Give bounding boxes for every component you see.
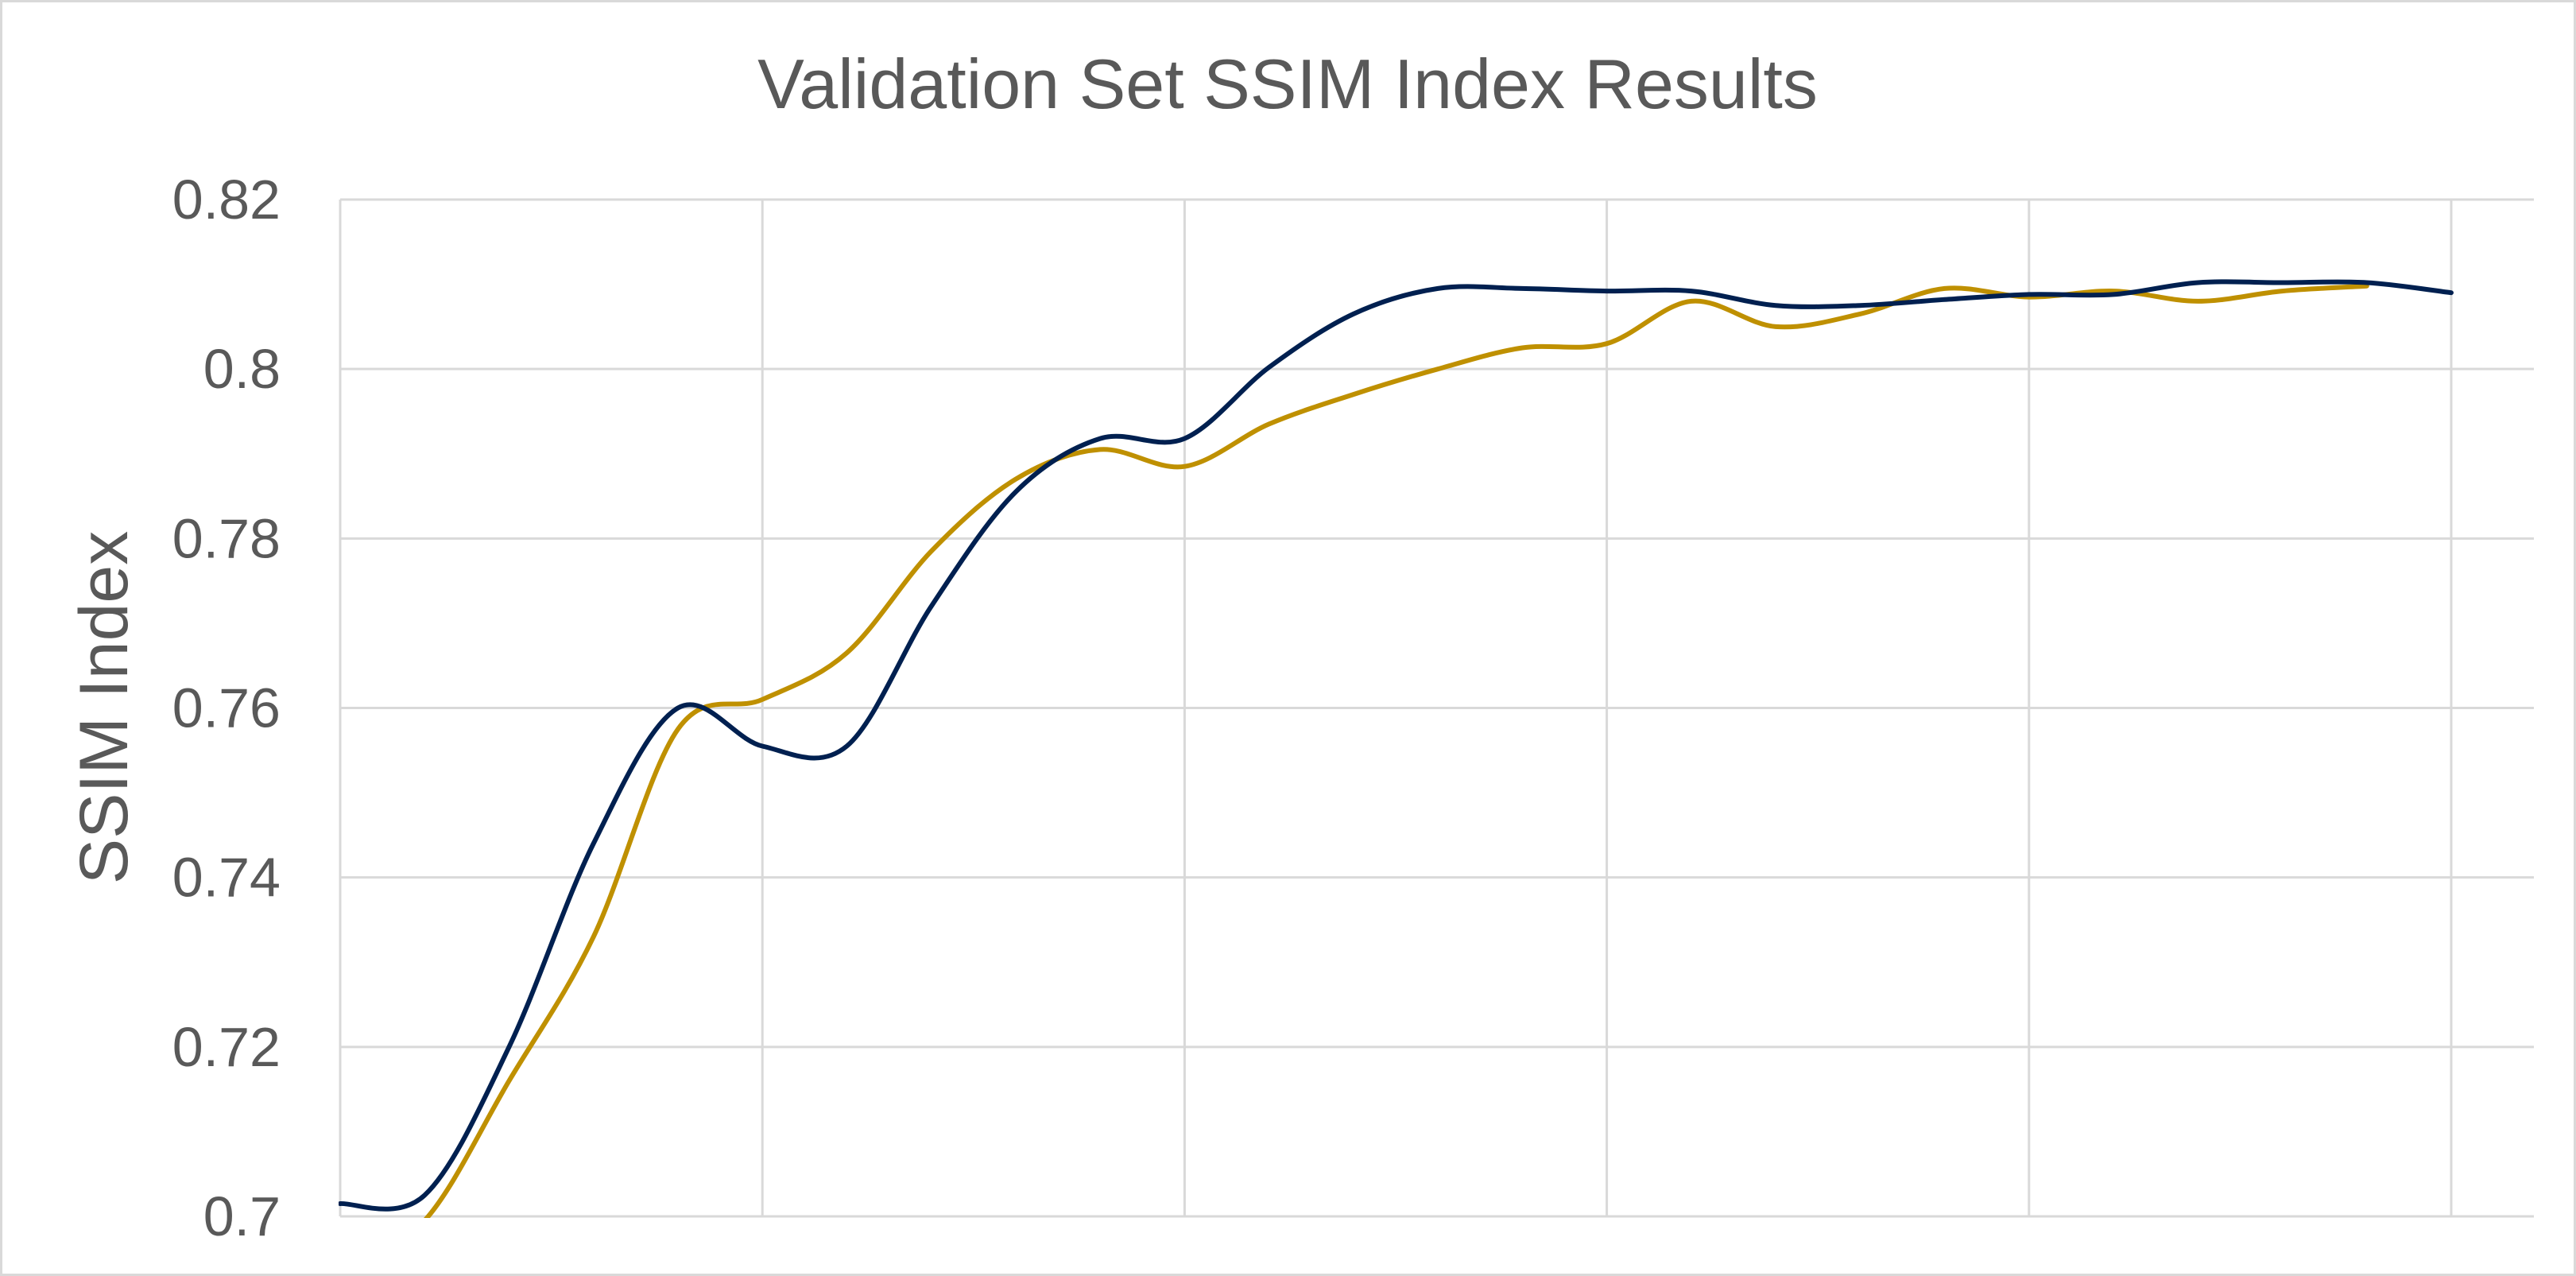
- y-tick-label: 0.82: [172, 169, 281, 231]
- series-line-2: [424, 283, 2369, 1218]
- chart-title: Validation Set SSIM Index Results: [757, 45, 1818, 123]
- y-tick-label: 0.74: [172, 847, 281, 909]
- series-lines: [339, 279, 2454, 1218]
- series-line-1: [339, 279, 2454, 1212]
- y-tick-label: 0.78: [172, 507, 281, 569]
- y-axis-title: SSIM Index: [66, 531, 142, 885]
- y-tick-label: 0.76: [172, 677, 281, 739]
- y-tick-labels: 0.82 0.8 0.78 0.76 0.74 0.72 0.7: [172, 169, 281, 1247]
- y-tick-label: 0.7: [203, 1185, 281, 1247]
- gridlines: [339, 198, 2534, 1218]
- y-tick-label: 0.8: [203, 338, 281, 400]
- y-tick-label: 0.72: [172, 1016, 281, 1078]
